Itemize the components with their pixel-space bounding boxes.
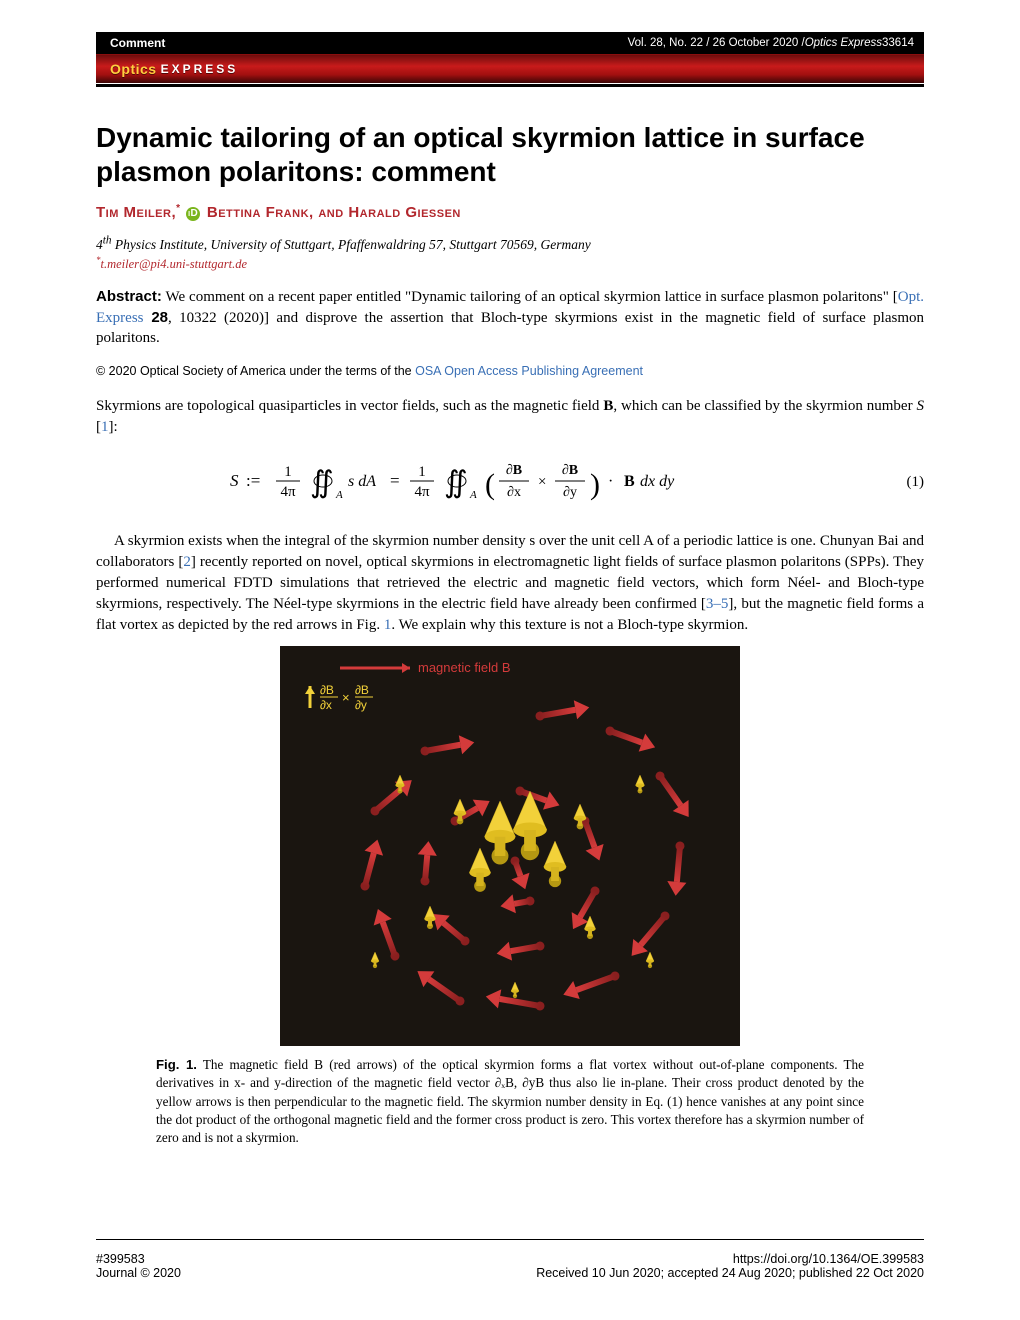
svg-text:·: ·: [608, 473, 613, 490]
svg-text::=: :=: [246, 471, 260, 490]
citation-link[interactable]: 3–5: [706, 596, 729, 612]
svg-text:∂y: ∂y: [355, 698, 367, 712]
abstract: Abstract: We comment on a recent paper e…: [96, 287, 924, 348]
svg-text:∂B: ∂B: [320, 683, 334, 697]
svg-text:dx dy: dx dy: [640, 473, 675, 490]
equation-1: S := 1 4π ∬ A s dA = 1 4π ∬: [96, 452, 924, 513]
svg-text:∂B: ∂B: [355, 683, 369, 697]
copyright: © 2020 Optical Society of America under …: [96, 364, 924, 378]
figure-1: magnetic field B∂B∂x×∂B∂y: [96, 646, 924, 1046]
dates: Received 10 Jun 2020; accepted 24 Aug 20…: [536, 1266, 924, 1280]
affiliation: 4th Physics Institute, University of Stu…: [96, 233, 924, 273]
svg-text:B: B: [624, 473, 635, 490]
doi: https://doi.org/10.1364/OE.399583: [536, 1252, 924, 1266]
journal-banner: Optics EXPRESS: [96, 54, 924, 83]
svg-text:∂B: ∂B: [562, 463, 578, 478]
corresponding-email[interactable]: *t.meiler@pi4.uni-stuttgart.de: [96, 257, 247, 271]
svg-text:S: S: [230, 471, 239, 490]
svg-text:s dA: s dA: [348, 473, 376, 490]
issue-info: Vol. 28, No. 22 / 26 October 2020 / Opti…: [354, 32, 924, 54]
article-title: Dynamic tailoring of an optical skyrmion…: [96, 121, 924, 189]
svg-text:∬: ∬: [444, 466, 468, 499]
journal-copyright: Journal © 2020: [96, 1266, 181, 1280]
svg-text:A: A: [335, 489, 343, 501]
svg-text:4π: 4π: [414, 484, 430, 500]
svg-text:∬: ∬: [310, 466, 334, 499]
authors: Tim Meiler,* iD Bettina Frank, and Haral…: [96, 203, 924, 221]
svg-text:): ): [590, 468, 600, 501]
section-label: Comment: [96, 32, 354, 54]
svg-text:A: A: [469, 489, 477, 501]
svg-text:∂x: ∂x: [507, 485, 521, 500]
orcid-icon[interactable]: iD: [186, 207, 200, 221]
citation-link[interactable]: 1: [101, 419, 109, 435]
svg-text:4π: 4π: [280, 484, 296, 500]
paragraph-1: Skyrmions are topological quasiparticles…: [96, 396, 924, 438]
header: Comment Vol. 28, No. 22 / 26 October 202…: [96, 32, 924, 87]
svg-text:×: ×: [342, 690, 350, 705]
svg-text:=: =: [390, 471, 400, 490]
paragraph-2: A skyrmion exists when the integral of t…: [96, 531, 924, 636]
svg-text:magnetic field B: magnetic field B: [418, 660, 511, 675]
article-id: #399583: [96, 1252, 181, 1266]
footer: #399583 Journal © 2020 https://doi.org/1…: [96, 1252, 924, 1280]
citation-link[interactable]: 2: [183, 554, 191, 570]
svg-text:(: (: [485, 468, 495, 501]
license-link[interactable]: OSA Open Access Publishing Agreement: [415, 364, 643, 378]
svg-text:∂x: ∂x: [320, 698, 332, 712]
svg-text:1: 1: [284, 464, 292, 480]
svg-text:1: 1: [418, 464, 426, 480]
svg-text:∂y: ∂y: [563, 485, 577, 500]
svg-text:∂B: ∂B: [506, 463, 522, 478]
svg-text:×: ×: [538, 474, 546, 490]
figure-caption: Fig. 1. The magnetic field B (red arrows…: [156, 1056, 864, 1147]
